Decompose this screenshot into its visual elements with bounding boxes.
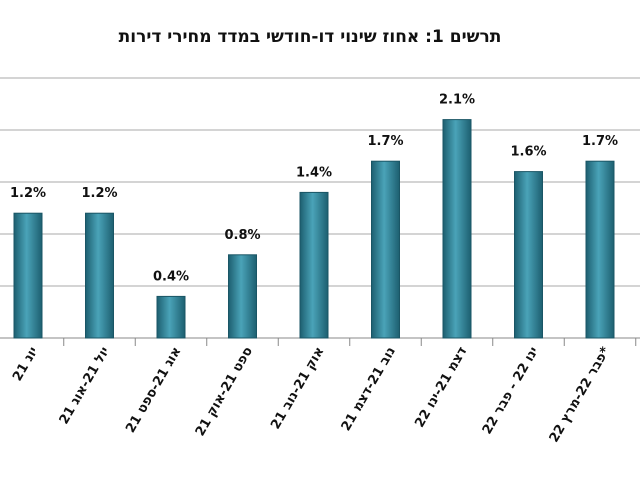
value-label: 1.7% <box>367 134 403 149</box>
x-tick-label: דצמ 21-ינו 22 <box>412 344 470 430</box>
bar <box>228 254 257 339</box>
bar <box>442 119 472 339</box>
bar <box>85 212 114 339</box>
x-tick-label: אוק 21-נוב 21 <box>268 345 327 433</box>
bar <box>13 212 43 339</box>
value-label: 1.6% <box>510 145 546 160</box>
x-tick-label: יונ 21 <box>10 345 41 384</box>
chart-title: תרשים 1: אחוז שינוי דו-חודשי במדד מחירי … <box>119 27 502 47</box>
x-tick-label: ספט 21-אוק 21 <box>193 344 256 439</box>
value-label: 0.8% <box>224 228 260 243</box>
bar <box>156 295 186 339</box>
value-label: 1.2% <box>81 186 117 201</box>
x-tick-label: אוג 21-ספט 21 <box>123 345 184 436</box>
x-tick-label: פבר 22-מרץ 22* <box>547 344 614 445</box>
bar <box>371 160 400 339</box>
bar <box>585 160 615 339</box>
bar <box>299 191 329 339</box>
value-label: 2.1% <box>439 93 475 108</box>
bar <box>514 171 543 339</box>
x-tick-label: נוב 21-דצמ 21 <box>339 345 399 434</box>
value-label: 0.4% <box>153 269 189 284</box>
x-tick-label: יול 21-אוג 21 <box>57 345 113 427</box>
value-label: 1.4% <box>296 165 332 180</box>
x-tick-label: ינו 22 - פבר 22 <box>480 345 542 438</box>
value-label: 1.2% <box>10 186 46 201</box>
value-label: 1.7% <box>582 134 618 149</box>
